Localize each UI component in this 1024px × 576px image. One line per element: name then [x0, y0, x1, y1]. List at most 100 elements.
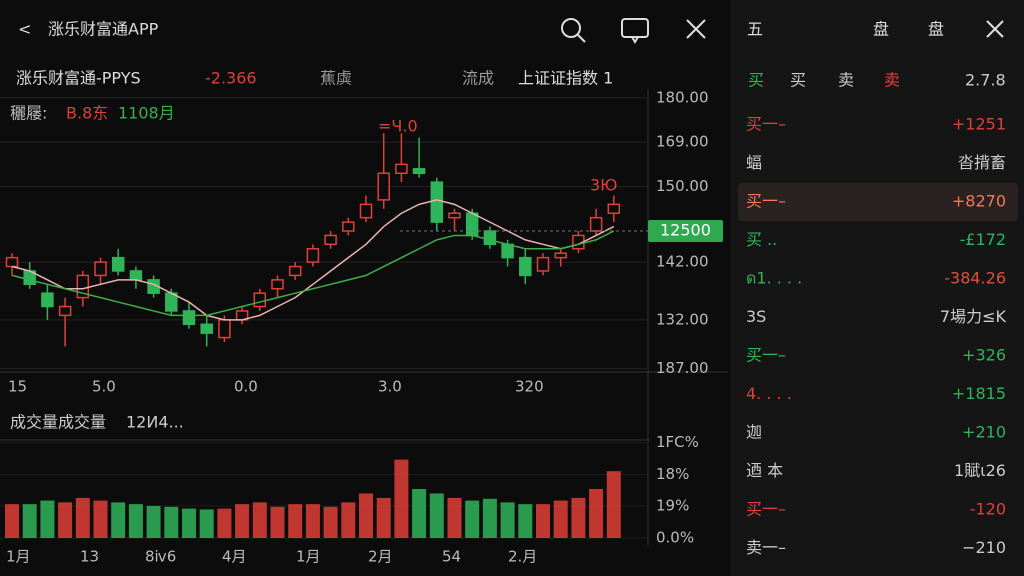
legend-item: 1108月: [118, 104, 175, 123]
candle-body: [129, 270, 143, 281]
legend-item: B.8东: [66, 104, 108, 123]
row-value: +8270: [952, 192, 1006, 211]
row-value: -384.26: [944, 269, 1006, 288]
price-change: -2.366: [205, 69, 257, 88]
volume-bar: [111, 502, 126, 538]
x-tick-label: 2月: [368, 548, 393, 566]
tab[interactable]: 流成: [462, 69, 494, 88]
candle-body: [607, 203, 621, 214]
tab[interactable]: 蕉虡: [320, 69, 352, 88]
row-label: 买一–: [746, 500, 786, 519]
candle-body: [76, 274, 90, 299]
x-tick-label: 2.月: [508, 548, 537, 566]
volume-bar: [571, 497, 586, 538]
volume-bar: [482, 498, 497, 538]
volume-bar: [376, 497, 391, 538]
column-header: 卖: [838, 71, 854, 90]
row-highlight: [738, 183, 1018, 221]
index-name[interactable]: 上证证指数 1: [518, 69, 613, 88]
y-tick-label: 180.00: [656, 88, 709, 106]
candle-body: [200, 323, 213, 334]
volume-bar: [553, 500, 568, 538]
last-price-box: [648, 220, 723, 242]
y-tick-label: 0.0%: [656, 529, 694, 547]
candle-body: [465, 212, 479, 237]
app-title: 涨乐财富通APP: [48, 20, 159, 39]
volume-bar: [536, 504, 550, 538]
row-label: 买一–: [746, 346, 786, 365]
candle-body: [430, 181, 444, 223]
panel-close[interactable]: [986, 20, 1004, 38]
message-icon[interactable]: [621, 18, 649, 44]
x-tick-label: 0.0: [234, 378, 258, 396]
row-value: −210: [962, 538, 1006, 557]
row-label: 4. . . .: [746, 384, 792, 403]
volume-bar: [429, 493, 444, 538]
candle-body: [412, 168, 426, 175]
volume-bar: [606, 471, 621, 538]
volume-bar: [75, 497, 90, 538]
candle-body: [377, 172, 390, 201]
volume-bar: [58, 502, 73, 538]
row-value: +210: [962, 423, 1006, 442]
volume-bar: [412, 489, 427, 538]
volume-bar: [22, 504, 37, 538]
row-label: 卖一–: [746, 538, 786, 557]
volume-bar: [288, 504, 303, 538]
candle-body: [483, 230, 497, 246]
volume-bar: [182, 508, 196, 538]
y-tick-label: 150.00: [656, 177, 709, 195]
candle-body: [271, 279, 284, 290]
stock-name: 涨乐财富通-PPYS: [16, 69, 141, 88]
x-tick-label: 8ⅳ6: [145, 548, 176, 566]
volume-bar: [5, 504, 19, 538]
column-header: 买: [748, 71, 764, 90]
panel-title: 五: [747, 20, 763, 39]
candle-body: [448, 212, 461, 219]
candle-body: [253, 292, 267, 308]
moving-average: [11, 199, 615, 321]
volume-bar: [270, 506, 285, 538]
annotation: =Ч.0: [378, 117, 418, 136]
row-label: 迦: [746, 423, 762, 442]
panel-tab[interactable]: 盘: [928, 20, 944, 39]
row-label: 买 ..: [746, 230, 777, 249]
volume-bar: [40, 500, 55, 538]
y-tick-label: 1FC%: [656, 433, 699, 451]
column-header: 2.7.8: [965, 71, 1006, 90]
panel-tab[interactable]: 盘: [873, 20, 889, 39]
volume-bar: [252, 502, 267, 538]
last-price-label: 12500: [660, 221, 711, 240]
x-tick-label: 15: [8, 378, 27, 396]
volume-bar: [589, 489, 604, 538]
back-button[interactable]: <: [18, 20, 31, 39]
candle-body: [306, 248, 320, 263]
x-tick-label: 4月: [222, 548, 247, 566]
search-icon[interactable]: [561, 18, 586, 43]
row-label: 买一–: [746, 192, 786, 211]
side-panel: [730, 0, 1024, 576]
volume-bar: [341, 502, 356, 538]
candle-body: [111, 256, 125, 272]
legend-label: 穲屦:: [10, 104, 47, 123]
volume-title: 成交量成交量: [10, 413, 106, 432]
candle-body: [536, 256, 550, 272]
close-icon[interactable]: [686, 19, 706, 39]
volume-bar: [305, 504, 320, 538]
y-tick-label: 169.00: [656, 133, 709, 151]
y-tick-label: 187.00: [656, 359, 709, 377]
volume-bar: [447, 497, 462, 538]
x-tick-label: 320: [515, 378, 544, 396]
candle-body: [395, 163, 408, 175]
column-header: 买: [790, 71, 806, 90]
candle-body: [359, 203, 373, 219]
volume-bar: [146, 505, 161, 538]
row-value: 沓揹畜: [958, 153, 1006, 172]
x-tick-label: 3.0: [378, 378, 402, 396]
row-value: +1815: [952, 384, 1006, 403]
candle-body: [5, 256, 19, 268]
candle-body: [519, 256, 532, 277]
volume-bar: [518, 504, 533, 538]
moving-average: [11, 230, 615, 317]
